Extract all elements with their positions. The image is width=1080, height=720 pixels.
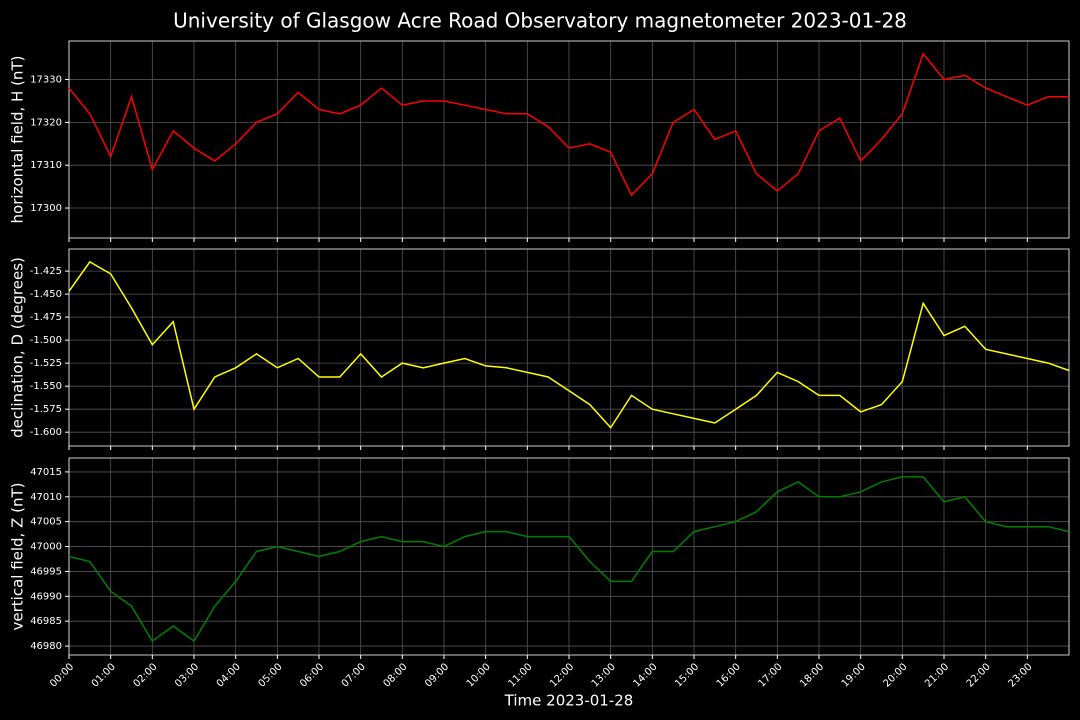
y-axis-label: declination, D (degrees) xyxy=(9,257,27,438)
y-tick-label: 46990 xyxy=(30,591,62,602)
y-tick-label: 17320 xyxy=(30,117,62,128)
y-tick-label: 46980 xyxy=(30,641,62,652)
x-tick-label: 01:00 xyxy=(90,661,118,689)
y-tick-label: -1.575 xyxy=(30,404,62,415)
x-tick-label: 15:00 xyxy=(673,661,701,689)
y-tick-label: -1.525 xyxy=(30,358,62,369)
y-tick-label: 17300 xyxy=(30,203,62,214)
y-tick-label: 47010 xyxy=(30,492,62,503)
x-tick-label: 23:00 xyxy=(1006,661,1034,689)
x-tick-label: 18:00 xyxy=(798,661,826,689)
x-tick-label: 12:00 xyxy=(548,661,576,689)
x-tick-label: 20:00 xyxy=(881,661,909,689)
x-tick-label: 05:00 xyxy=(256,661,284,689)
y-tick-label: -1.600 xyxy=(30,427,62,438)
x-tick-label: 03:00 xyxy=(173,661,201,689)
chart-title: University of Glasgow Acre Road Observat… xyxy=(173,9,907,33)
y-tick-label: -1.550 xyxy=(30,381,62,392)
x-tick-label: 16:00 xyxy=(715,661,743,689)
x-tick-label: 02:00 xyxy=(131,661,159,689)
data-line xyxy=(68,52,1069,197)
y-axis-label: vertical field, Z (nT) xyxy=(9,482,27,630)
x-tick-label: 04:00 xyxy=(215,661,243,689)
x-tick-label: 08:00 xyxy=(381,661,409,689)
y-tick-label: -1.450 xyxy=(30,289,62,300)
x-tick-label: 07:00 xyxy=(340,661,368,689)
plot-frame xyxy=(68,248,1070,447)
x-tick-label: 09:00 xyxy=(423,661,451,689)
x-tick-label: 13:00 xyxy=(590,661,618,689)
plot-frame xyxy=(68,40,1070,239)
x-tick-label: 06:00 xyxy=(298,661,326,689)
data-line xyxy=(68,260,1070,429)
y-tick-label: 47000 xyxy=(30,542,62,553)
y-tick-label: 46995 xyxy=(30,566,62,577)
x-tick-label: 17:00 xyxy=(756,661,784,689)
x-tick-label: 22:00 xyxy=(965,661,993,689)
x-tick-label: 19:00 xyxy=(840,661,868,689)
y-tick-label: 46985 xyxy=(30,616,62,627)
y-tick-label: -1.500 xyxy=(30,335,62,346)
y-tick-label: 47015 xyxy=(30,467,62,478)
x-tick-label: 14:00 xyxy=(631,661,659,689)
x-tick-label: 10:00 xyxy=(465,661,493,689)
y-tick-label: 47005 xyxy=(30,517,62,528)
y-tick-label: 17330 xyxy=(30,75,62,86)
x-tick-label: 21:00 xyxy=(923,661,951,689)
x-tick-label: 11:00 xyxy=(506,661,534,689)
y-tick-label: 17310 xyxy=(30,160,62,171)
y-tick-label: -1.425 xyxy=(30,266,62,277)
data-line xyxy=(68,476,1070,643)
x-axis-label: Time 2023-01-28 xyxy=(504,692,634,710)
x-tick-label: 00:00 xyxy=(48,661,76,689)
y-axis-label: horizontal field, H (nT) xyxy=(9,56,27,224)
y-tick-label: -1.475 xyxy=(30,312,62,323)
